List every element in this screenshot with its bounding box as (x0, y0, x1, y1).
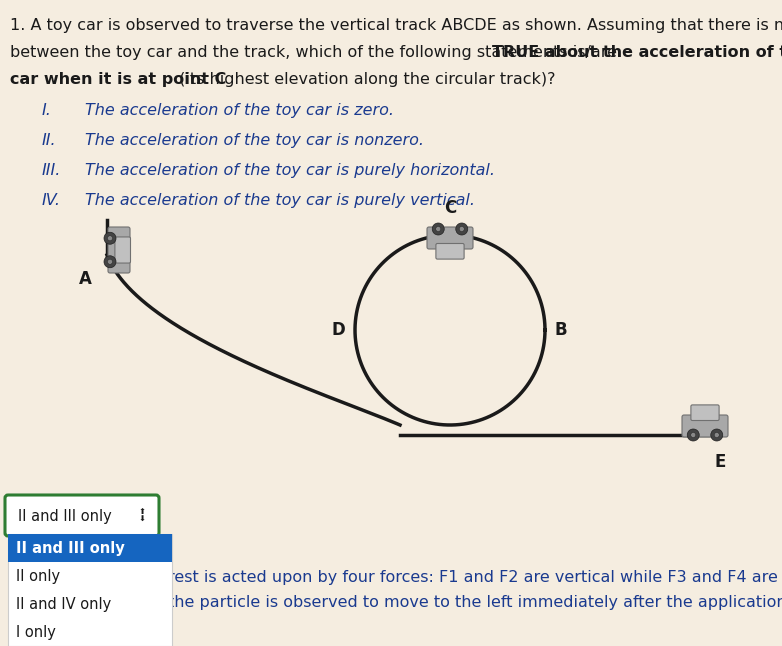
Circle shape (436, 227, 441, 231)
Text: The acceleration of the toy car is purely horizontal.: The acceleration of the toy car is purel… (85, 163, 495, 178)
FancyBboxPatch shape (115, 237, 131, 263)
Text: The acceleration of the toy car is zero.: The acceleration of the toy car is zero. (85, 103, 394, 118)
FancyBboxPatch shape (436, 244, 464, 259)
Circle shape (104, 233, 116, 244)
FancyBboxPatch shape (427, 227, 473, 249)
FancyBboxPatch shape (691, 405, 719, 421)
Circle shape (687, 429, 699, 441)
Text: 1. A toy car is observed to traverse the vertical track ABCDE as shown. Assuming: 1. A toy car is observed to traverse the… (10, 18, 782, 33)
Text: IV.: IV. (42, 193, 61, 208)
Circle shape (107, 259, 113, 264)
Text: D: D (332, 321, 345, 339)
FancyBboxPatch shape (108, 227, 130, 273)
Text: II and IV only: II and IV only (16, 596, 111, 612)
Text: II only: II only (16, 568, 60, 583)
Text: The acceleration of the toy car is purely vertical.: The acceleration of the toy car is purel… (85, 193, 475, 208)
Text: TRUE about the acceleration of the toy: TRUE about the acceleration of the toy (492, 45, 782, 60)
Text: II and III only: II and III only (16, 541, 125, 556)
Text: the particle is observed to move to the left immediately after the application o: the particle is observed to move to the … (168, 595, 782, 610)
Text: II and III only: II and III only (18, 509, 112, 524)
Text: (its highest elevation along the circular track)?: (its highest elevation along the circula… (174, 72, 555, 87)
Text: E: E (714, 453, 726, 471)
Circle shape (107, 236, 113, 241)
Circle shape (432, 223, 444, 235)
Circle shape (459, 227, 465, 231)
Text: I only: I only (16, 625, 56, 640)
Text: C: C (444, 199, 456, 217)
Circle shape (714, 433, 719, 437)
Text: B: B (555, 321, 568, 339)
Circle shape (456, 223, 468, 235)
Text: II.: II. (42, 133, 56, 148)
Circle shape (691, 433, 696, 437)
Text: A: A (78, 270, 91, 288)
Text: I.: I. (42, 103, 52, 118)
Text: car when it is at point C: car when it is at point C (10, 72, 226, 87)
Text: rest is acted upon by four forces: F1 and F2 are vertical while F3 and F4 are ho: rest is acted upon by four forces: F1 an… (168, 570, 782, 585)
Text: III.: III. (42, 163, 61, 178)
FancyBboxPatch shape (8, 534, 172, 562)
Circle shape (104, 256, 116, 267)
FancyBboxPatch shape (5, 495, 159, 536)
Text: ⬆
⬇: ⬆ ⬇ (138, 507, 145, 524)
Text: between the toy car and the track, which of the following statements is/are: between the toy car and the track, which… (10, 45, 622, 60)
Text: The acceleration of the toy car is nonzero.: The acceleration of the toy car is nonze… (85, 133, 424, 148)
FancyBboxPatch shape (682, 415, 728, 437)
FancyBboxPatch shape (8, 534, 172, 646)
Circle shape (711, 429, 723, 441)
